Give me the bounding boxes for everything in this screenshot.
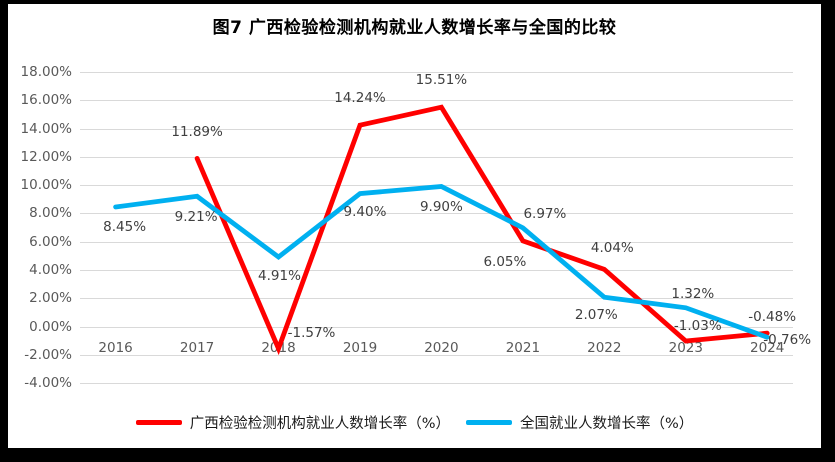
- data-label: 15.51%: [415, 72, 468, 89]
- legend-line-swatch: [135, 419, 182, 425]
- y-axis-tick-label: 0.00%: [29, 318, 72, 335]
- x-axis-tick-label: 2021: [505, 340, 541, 356]
- x-axis-tick-label: 2023: [668, 340, 703, 356]
- photo-border-right: [821, 0, 835, 462]
- data-label: 14.24%: [334, 90, 386, 107]
- x-axis-tick-label: 2022: [587, 340, 622, 356]
- legend-line-swatch: [466, 419, 512, 425]
- y-axis-tick-label: 2.00%: [29, 290, 72, 307]
- data-label: -1.57%: [287, 324, 336, 341]
- legend-item-national: 全国就业人数增长率（%）: [466, 412, 693, 433]
- y-axis-tick-label: 16.00%: [20, 92, 72, 109]
- data-label: 6.97%: [523, 205, 567, 222]
- gridline: [80, 383, 793, 384]
- x-axis-tick-label: 2017: [179, 340, 215, 356]
- data-label: 1.32%: [671, 285, 715, 302]
- x-axis-tick-label: 2019: [342, 340, 378, 356]
- gridline: [80, 72, 793, 73]
- y-axis-tick-label: 6.00%: [29, 233, 72, 250]
- data-label: 6.05%: [483, 253, 527, 270]
- data-label: 2.07%: [574, 307, 618, 324]
- data-label: 4.91%: [258, 268, 301, 284]
- gridline: [80, 354, 793, 356]
- photo-border-top: [0, 0, 835, 4]
- gridline: [80, 269, 793, 271]
- data-label: -0.76%: [763, 332, 812, 349]
- data-label: 9.90%: [419, 198, 463, 215]
- y-axis-tick-label: 4.00%: [29, 261, 72, 278]
- chart-title: 图7 广西检验检测机构就业人数增长率与全国的比较: [212, 18, 617, 38]
- data-label: 8.45%: [103, 219, 147, 235]
- data-label: 11.89%: [171, 124, 223, 141]
- gridline: [80, 100, 793, 102]
- legend-label: 广西检验检测机构就业人数增长率（%）: [189, 415, 450, 432]
- data-label: 9.21%: [174, 209, 218, 226]
- legend-label: 全国就业人数增长率（%）: [520, 415, 694, 432]
- gridline: [80, 156, 793, 158]
- photo-border-left: [0, 0, 8, 462]
- data-label: -1.03%: [673, 318, 722, 334]
- x-axis-tick-label: 2020: [424, 340, 459, 356]
- gridline: [80, 185, 793, 187]
- y-axis-tick-label: -2.00%: [24, 346, 72, 363]
- y-axis-tick-label: 12.00%: [20, 148, 72, 165]
- legend: 广西检验检测机构就业人数增长率（%） 全国就业人数增长率（%）: [8, 407, 821, 437]
- y-axis-tick-label: 18.00%: [20, 64, 72, 80]
- data-label: -0.48%: [748, 309, 797, 326]
- data-label: 9.40%: [343, 203, 387, 220]
- gridline: [80, 241, 793, 243]
- y-axis-tick-label: 10.00%: [20, 177, 72, 194]
- data-label: 4.04%: [590, 240, 634, 257]
- y-axis-tick-label: 8.00%: [29, 205, 72, 222]
- x-axis-tick-label: 2016: [98, 340, 133, 356]
- legend-item-guangxi: 广西检验检测机构就业人数增长率（%）: [135, 412, 450, 433]
- y-axis-tick-label: 14.00%: [20, 120, 72, 137]
- y-axis-tick-label: -4.00%: [24, 375, 72, 391]
- line-guangxi-series: [194, 104, 770, 356]
- x-axis-tick-label: 2018: [261, 340, 296, 356]
- photo-border-bottom: [0, 448, 835, 462]
